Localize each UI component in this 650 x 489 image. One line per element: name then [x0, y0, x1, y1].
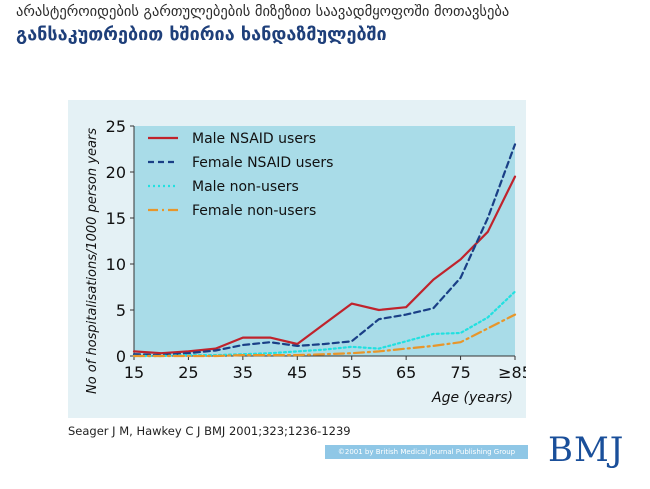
series-line-4 [132, 313, 517, 358]
bmj-logo: BMJ [548, 430, 625, 470]
y-tick-label: 0 [116, 347, 126, 366]
x-tick-label: 25 [178, 363, 198, 382]
legend-label-3: Male non-users [192, 179, 299, 195]
series-line-1 [132, 175, 517, 355]
y-tick-label: 15 [106, 209, 126, 228]
x-tick-label: ≥85 [498, 363, 526, 382]
chart-frame: 0 5 10 15 20 25 15 25 35 45 55 65 75 ≥85 Age (years) No… [68, 100, 526, 418]
y-tick-label: 25 [106, 117, 126, 136]
slide-subtitle: არასტეროიდების გართულებების მიზეზით საავ… [16, 4, 510, 20]
x-axis-label: Age (years) [431, 390, 513, 406]
x-tick-label: 35 [233, 363, 253, 382]
x-tick-label: 45 [287, 363, 307, 382]
y-axis-label: No of hospitalisations/1000 person years [85, 128, 100, 394]
legend-label-2: Female NSAID users [192, 155, 333, 171]
legend-label-1: Male NSAID users [192, 131, 316, 147]
series-line-2 [132, 143, 517, 357]
y-tick-label: 20 [106, 163, 126, 182]
plot-area [134, 126, 515, 356]
copyright-bar: ©2001 by British Medical Journal Publish… [325, 445, 528, 459]
x-tick-label: 65 [396, 363, 416, 382]
y-tick-label: 5 [116, 301, 126, 320]
x-tick-label: 55 [342, 363, 362, 382]
slide-title: განსაკუთრებით ხშირია ხანდაზმულებში [16, 24, 387, 45]
line-chart: 0 5 10 15 20 25 15 25 35 45 55 65 75 ≥85 Age (years) No… [85, 117, 526, 406]
y-tick-label: 10 [106, 255, 126, 274]
legend-label-4: Female non-users [192, 203, 316, 219]
x-tick-label: 15 [124, 363, 144, 382]
x-tick-label: 75 [450, 363, 470, 382]
series-line-3 [132, 290, 517, 358]
citation: Seager J M, Hawkey C J BMJ 2001;323;1236… [68, 424, 351, 438]
